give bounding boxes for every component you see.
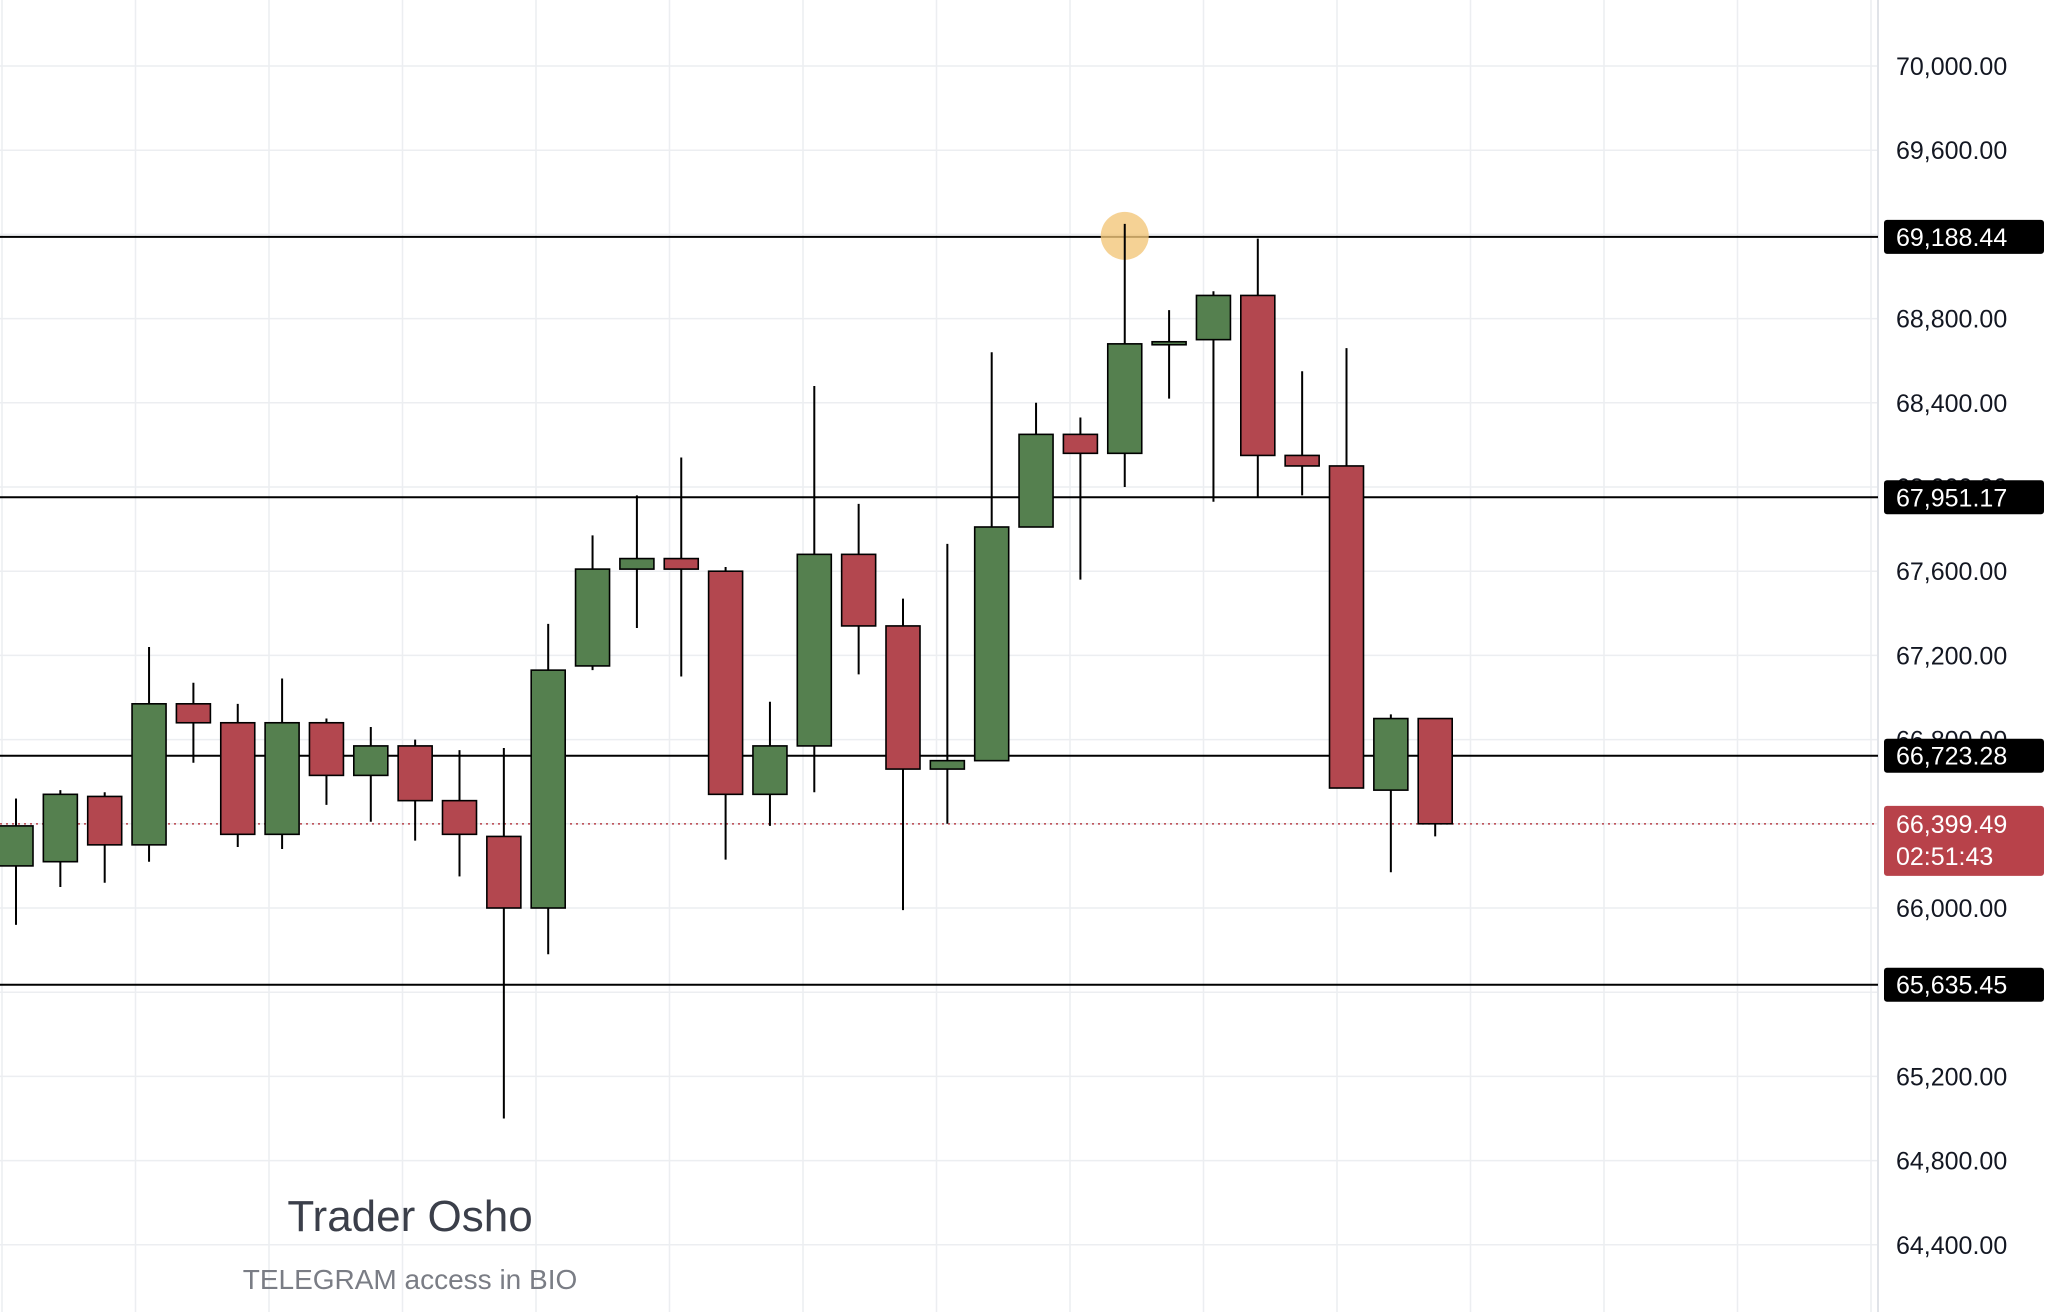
candle bbox=[1062, 417, 1099, 580]
candle bbox=[264, 678, 300, 850]
y-tick-label: 64,400.00 bbox=[1896, 1232, 2007, 1260]
candle-body-bull bbox=[0, 825, 34, 867]
candle-body-bear bbox=[663, 557, 700, 570]
candle bbox=[175, 682, 212, 763]
candle-body-bull bbox=[530, 669, 567, 909]
candle-body-bear bbox=[219, 721, 256, 836]
candle-body-bull bbox=[1195, 294, 1232, 341]
candle bbox=[1151, 310, 1187, 399]
candle bbox=[42, 790, 79, 887]
candle-body-bear bbox=[1417, 717, 1453, 825]
level-badge-label: 65,635.45 bbox=[1896, 972, 2007, 1000]
candle bbox=[86, 792, 123, 883]
candle bbox=[1417, 717, 1453, 837]
candle-body-bull bbox=[131, 703, 167, 846]
y-tick-label: 68,400.00 bbox=[1896, 390, 2007, 418]
candle bbox=[929, 543, 966, 824]
y-tick-label: 68,800.00 bbox=[1896, 306, 2007, 334]
candle bbox=[352, 726, 389, 822]
candle-body-bull bbox=[752, 745, 788, 796]
current-price-label: 66,399.49 bbox=[1896, 811, 2007, 839]
candle bbox=[1106, 223, 1143, 487]
candle-body-bear bbox=[1062, 433, 1099, 455]
candle bbox=[707, 566, 744, 860]
candle-body-bull bbox=[42, 793, 79, 863]
candle bbox=[131, 646, 167, 862]
candle bbox=[486, 748, 522, 1119]
candle bbox=[0, 798, 34, 925]
candle bbox=[1373, 714, 1409, 873]
level-badge bbox=[1884, 967, 2044, 1002]
candle-body-bear bbox=[441, 799, 478, 836]
candle-body-bear bbox=[308, 721, 345, 777]
level-badge-label: 67,951.17 bbox=[1896, 484, 2007, 512]
y-tick-label: 70,000.00 bbox=[1896, 53, 2007, 81]
candle bbox=[973, 352, 1010, 762]
y-tick-label: 65,200.00 bbox=[1896, 1063, 2007, 1091]
watermark-title: Trader Osho bbox=[287, 1192, 533, 1241]
candle-body-bear bbox=[397, 745, 433, 802]
candle bbox=[840, 503, 877, 675]
candle-body-bear bbox=[86, 795, 123, 846]
candle bbox=[1240, 238, 1276, 498]
candle bbox=[574, 535, 611, 671]
y-tick-label: 67,200.00 bbox=[1896, 642, 2007, 670]
candles bbox=[0, 211, 1453, 1119]
candle-body-bear bbox=[486, 835, 522, 909]
watermark-subtitle: TELEGRAM access in BIO bbox=[242, 1264, 578, 1295]
candle-body-bull bbox=[1018, 433, 1054, 528]
candle-body-bear bbox=[1328, 465, 1365, 789]
candle bbox=[397, 739, 433, 841]
candle bbox=[1018, 402, 1054, 528]
candle bbox=[1284, 371, 1320, 496]
candle-body-bear bbox=[840, 553, 877, 627]
candle-body-bull bbox=[619, 557, 655, 570]
level-badge-label: 66,723.28 bbox=[1896, 743, 2007, 771]
candle-body-bull bbox=[1151, 340, 1187, 346]
level-badge bbox=[1884, 738, 2044, 773]
candle-body-bear bbox=[175, 703, 212, 724]
y-tick-label: 67,600.00 bbox=[1896, 558, 2007, 586]
candle-body-bull bbox=[574, 568, 611, 667]
candle-body-bear bbox=[1284, 454, 1320, 467]
candle bbox=[308, 718, 345, 805]
candle-body-bull bbox=[264, 721, 300, 836]
candle-body-bull bbox=[796, 553, 833, 747]
level-badge bbox=[1884, 480, 2044, 515]
candle bbox=[441, 750, 478, 877]
candle bbox=[219, 703, 256, 847]
current-price-badge bbox=[1884, 805, 2044, 876]
candle-body-bear bbox=[707, 570, 744, 796]
y-tick-label: 64,800.00 bbox=[1896, 1148, 2007, 1176]
candle bbox=[752, 701, 788, 826]
candle-body-bear bbox=[1240, 294, 1276, 457]
price-axis: 70,000.0069,600.0068,800.0068,400.0068,0… bbox=[1884, 53, 2044, 1260]
candle bbox=[663, 457, 700, 677]
candle bbox=[530, 623, 567, 955]
candle-body-bull bbox=[1373, 717, 1409, 791]
level-badge bbox=[1884, 219, 2044, 254]
candle bbox=[796, 385, 833, 793]
candle bbox=[1195, 291, 1232, 502]
candle bbox=[885, 598, 921, 911]
candle bbox=[619, 495, 655, 629]
horizontal-levels bbox=[0, 235, 1878, 986]
candle-body-bear bbox=[885, 625, 921, 770]
y-tick-label: 69,600.00 bbox=[1896, 137, 2007, 165]
candle-body-bull bbox=[973, 526, 1010, 762]
candle-body-bull bbox=[929, 759, 966, 770]
candle bbox=[1328, 348, 1365, 789]
candle-body-bull bbox=[352, 745, 389, 777]
countdown-label: 02:51:43 bbox=[1896, 843, 1993, 871]
candle-body-bull bbox=[1106, 343, 1143, 455]
grid bbox=[0, 0, 1879, 1312]
level-badge-label: 69,188.44 bbox=[1896, 224, 2007, 252]
y-tick-label: 66,000.00 bbox=[1896, 895, 2007, 923]
